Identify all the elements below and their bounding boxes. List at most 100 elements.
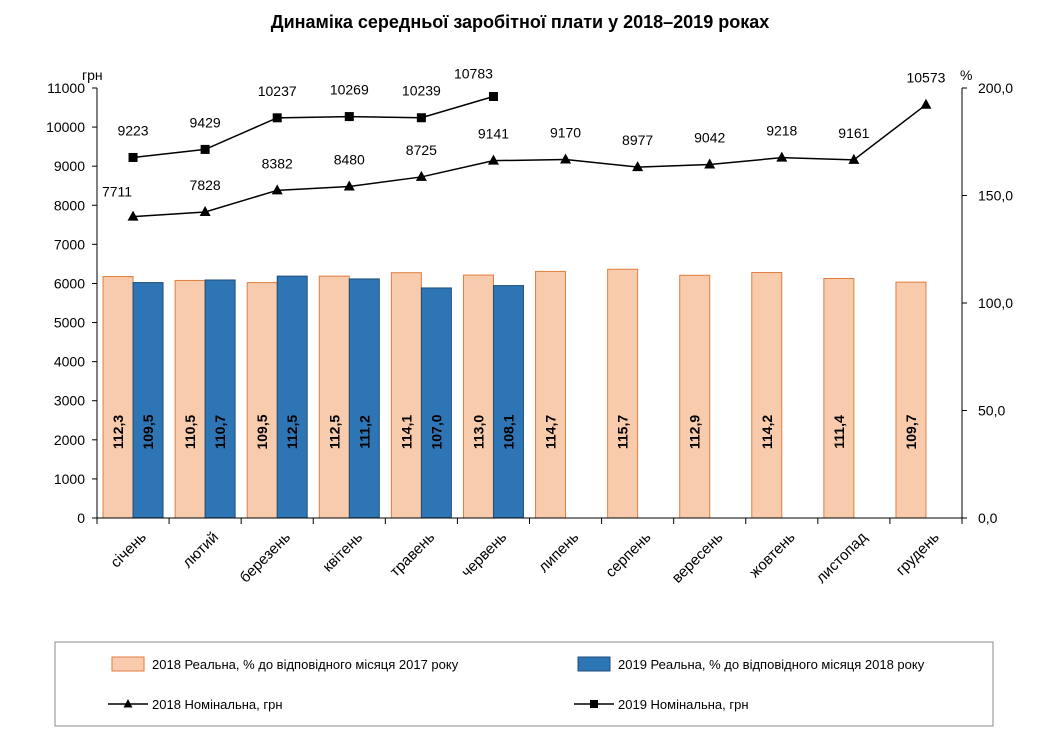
bar-label-2019-5: 107,0 <box>428 414 444 449</box>
bar-label-2019-2: 110,7 <box>212 415 228 449</box>
legend-label-2019-nominal: 2019 Номінальна, грн <box>618 697 749 712</box>
bar-2019-real-2 <box>204 279 236 519</box>
right-tick-label: 100,0 <box>978 295 1013 311</box>
bar-2018-real-9 <box>679 274 711 519</box>
point-2018-nominal-1 <box>127 210 139 221</box>
right-axis-unit: % <box>960 67 972 83</box>
x-category-label: листопад <box>813 529 871 587</box>
point-2018-nominal-8 <box>632 161 644 172</box>
x-category-label: квітень <box>319 529 366 576</box>
bar-2019-real-6 <box>492 285 524 519</box>
legend-label-2018-nominal: 2018 Номінальна, грн <box>152 697 283 712</box>
x-category-label: березень <box>237 529 295 587</box>
bar-label-2018-8: 115,7 <box>615 415 631 449</box>
left-tick-label: 0 <box>77 510 85 526</box>
line-label-2019-6: 10783 <box>454 65 493 81</box>
line-label-2018-7: 9170 <box>550 125 581 141</box>
bar-label-2018-7: 114,7 <box>543 415 559 449</box>
bar-2018-real-1 <box>102 276 134 519</box>
x-category-label: липень <box>535 529 582 576</box>
bar-2019-real-5 <box>420 287 452 519</box>
point-2019-nominal-2 <box>200 144 210 154</box>
left-tick-label: 1000 <box>54 471 85 487</box>
point-2018-nominal-6 <box>487 154 499 165</box>
point-2018-nominal-10 <box>776 151 788 162</box>
line-label-2018-12: 10573 <box>906 70 945 86</box>
bar-2018-real-6 <box>462 274 494 519</box>
bar-label-2019-4: 111,2 <box>356 415 372 449</box>
line-label-2018-11: 9161 <box>838 125 869 141</box>
x-category-label: серпень <box>602 529 654 581</box>
point-2019-nominal-6 <box>488 91 498 101</box>
left-tick-label: 8000 <box>54 197 85 213</box>
right-tick-label: 50,0 <box>978 403 1005 419</box>
bar-label-2018-6: 113,0 <box>470 415 486 449</box>
bar-label-2018-11: 111,4 <box>831 415 847 449</box>
line-label-2018-9: 9042 <box>694 130 725 146</box>
point-2019-nominal-4 <box>344 112 354 122</box>
bar-label-2018-3: 109,5 <box>254 414 270 449</box>
line-label-2019-5: 10239 <box>402 83 441 99</box>
bar-2018-real-7 <box>535 270 567 519</box>
left-tick-label: 7000 <box>54 236 85 252</box>
x-category-label: червень <box>458 529 510 581</box>
legend-marker-2018-nominal <box>123 699 133 708</box>
bar-label-2018-4: 112,5 <box>326 415 342 449</box>
left-tick-label: 2000 <box>54 432 85 448</box>
bar-label-2019-6: 108,1 <box>500 414 516 449</box>
bar-label-2019-1: 109,5 <box>140 414 156 449</box>
line-label-2019-4: 10269 <box>330 82 369 98</box>
left-tick-label: 11000 <box>47 80 85 96</box>
point-2018-nominal-9 <box>704 158 716 169</box>
bar-label-2018-9: 112,9 <box>687 415 703 449</box>
left-tick-label: 5000 <box>54 315 85 331</box>
legend-box <box>54 641 994 727</box>
legend-label-2018-real: 2018 Реальна, % до відповідного місяця 2… <box>152 657 459 672</box>
x-category-label: грудень <box>893 529 943 579</box>
x-category-label: травень <box>387 529 439 581</box>
bar-2019-real-1 <box>132 282 164 519</box>
x-category-label: лютий <box>179 529 222 572</box>
line-label-2018-10: 9218 <box>766 123 797 139</box>
bar-2018-real-12 <box>895 281 927 519</box>
bar-2018-real-4 <box>318 275 350 519</box>
point-2018-nominal-3 <box>271 184 283 195</box>
legend-label-2019-real: 2019 Реальна, % до відповідного місяця 2… <box>618 657 925 672</box>
line-label-2019-2: 9429 <box>190 114 221 130</box>
point-2018-nominal-12 <box>920 98 932 109</box>
bar-2018-real-10 <box>751 271 783 519</box>
bar-label-2018-12: 109,7 <box>903 414 919 449</box>
line-label-2019-1: 9223 <box>117 122 148 138</box>
bar-2018-real-11 <box>823 277 855 519</box>
line-label-2019-3: 10237 <box>258 83 297 99</box>
left-tick-label: 10000 <box>46 119 85 135</box>
chart-title: Динаміка середньої заробітної плати у 20… <box>271 12 769 32</box>
left-tick-label: 9000 <box>54 158 85 174</box>
bar-label-2019-3: 112,5 <box>284 415 300 449</box>
point-2019-nominal-5 <box>416 113 426 123</box>
bar-label-2018-1: 112,3 <box>110 415 126 449</box>
bar-label-2018-10: 114,2 <box>759 415 775 449</box>
bar-2019-real-4 <box>348 278 380 519</box>
bar-2018-real-2 <box>174 279 206 519</box>
line-label-2018-4: 8480 <box>334 152 365 168</box>
point-2019-nominal-1 <box>128 152 138 162</box>
point-2018-nominal-11 <box>848 153 860 164</box>
point-2018-nominal-4 <box>343 180 355 191</box>
line-label-2018-8: 8977 <box>622 132 653 148</box>
bar-2018-real-3 <box>246 282 278 519</box>
line-label-2018-6: 9141 <box>478 126 509 142</box>
point-2018-nominal-2 <box>199 205 211 216</box>
x-category-label: жовтень <box>746 529 799 582</box>
x-category-label: вересень <box>669 529 727 587</box>
bar-label-2018-2: 110,5 <box>182 415 198 449</box>
right-tick-label: 200,0 <box>978 80 1013 96</box>
left-tick-label: 3000 <box>54 393 85 409</box>
left-tick-label: 6000 <box>54 275 85 291</box>
point-2019-nominal-3 <box>272 113 282 123</box>
x-category-label: січень <box>107 529 150 572</box>
point-2018-nominal-7 <box>560 153 572 164</box>
legend-marker-2019-nominal <box>590 700 598 708</box>
line-label-2018-5: 8725 <box>406 142 437 158</box>
